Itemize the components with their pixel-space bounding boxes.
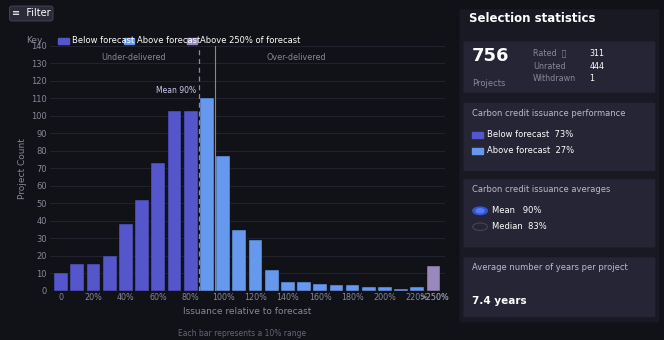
Text: 756: 756 — [472, 47, 509, 65]
Text: Below forecast: Below forecast — [72, 36, 134, 45]
Bar — [86, 265, 100, 291]
Bar — [472, 148, 483, 154]
X-axis label: Issuance relative to forecast: Issuance relative to forecast — [183, 307, 311, 316]
Text: Mean   90%: Mean 90% — [492, 206, 541, 215]
Bar — [119, 224, 133, 291]
Bar — [427, 266, 440, 291]
Text: Projects: Projects — [472, 79, 505, 88]
Text: Above 250% of forecast: Above 250% of forecast — [200, 36, 300, 45]
FancyBboxPatch shape — [463, 257, 655, 317]
Bar — [103, 256, 117, 291]
Circle shape — [476, 209, 484, 213]
Circle shape — [473, 207, 487, 215]
Bar — [70, 265, 84, 291]
FancyBboxPatch shape — [463, 103, 655, 171]
Bar — [248, 240, 262, 291]
Text: 444: 444 — [590, 62, 605, 70]
Bar — [297, 282, 311, 291]
Text: Rated  ⓘ: Rated ⓘ — [533, 49, 566, 57]
Bar — [265, 270, 278, 291]
Text: ≡  Filter: ≡ Filter — [12, 8, 50, 18]
Bar — [200, 98, 214, 291]
Text: Under-delivered: Under-delivered — [102, 53, 166, 62]
Bar — [394, 289, 408, 291]
Text: Above forecast: Above forecast — [137, 36, 200, 45]
Text: Mean 90%: Mean 90% — [156, 86, 197, 95]
Bar — [135, 200, 149, 291]
Text: Below forecast  73%: Below forecast 73% — [487, 131, 573, 139]
Text: Each bar represents a 10% range: Each bar represents a 10% range — [179, 329, 306, 338]
Text: Average number of years per project: Average number of years per project — [472, 264, 628, 272]
Text: 1: 1 — [590, 74, 595, 83]
Bar — [346, 286, 359, 291]
Bar — [184, 110, 198, 291]
Bar — [54, 273, 68, 291]
Text: Withdrawn: Withdrawn — [533, 74, 576, 83]
Text: Selection statistics: Selection statistics — [469, 12, 596, 25]
Bar — [151, 163, 165, 291]
Bar — [329, 286, 343, 291]
Bar — [410, 287, 424, 291]
Text: 311: 311 — [590, 49, 605, 57]
Bar — [281, 282, 295, 291]
Text: Over-delivered: Over-delivered — [266, 53, 326, 62]
Bar — [187, 38, 197, 44]
FancyBboxPatch shape — [459, 9, 659, 322]
Text: Unrated: Unrated — [533, 62, 566, 70]
Bar — [472, 132, 483, 138]
Text: Carbon credit issuance performance: Carbon credit issuance performance — [472, 109, 625, 118]
Bar — [362, 287, 376, 291]
Text: Key: Key — [27, 36, 43, 45]
Bar — [58, 38, 69, 44]
Bar — [313, 284, 327, 291]
Bar — [167, 110, 181, 291]
Bar — [378, 287, 392, 291]
FancyBboxPatch shape — [463, 179, 655, 248]
Bar — [124, 38, 134, 44]
Text: 7.4 years: 7.4 years — [472, 296, 527, 306]
Text: Median  83%: Median 83% — [492, 222, 546, 231]
FancyBboxPatch shape — [463, 41, 655, 93]
Bar — [232, 230, 246, 291]
Y-axis label: Project Count: Project Count — [18, 138, 27, 199]
Bar — [216, 156, 230, 291]
Text: Above forecast  27%: Above forecast 27% — [487, 147, 574, 155]
Text: Carbon credit issuance averages: Carbon credit issuance averages — [472, 185, 610, 194]
